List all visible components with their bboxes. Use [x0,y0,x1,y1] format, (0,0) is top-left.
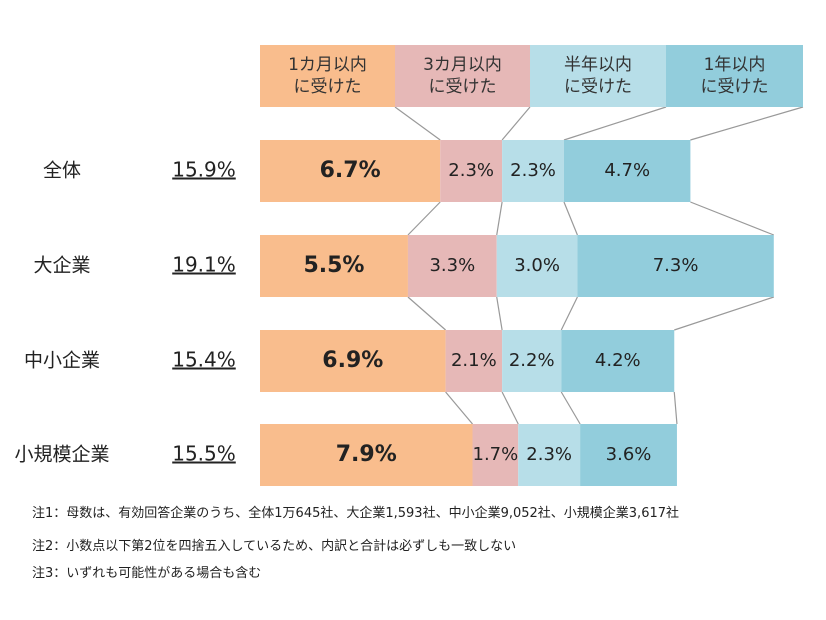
connector [690,201,775,236]
connector [563,106,667,141]
bar-segment [577,235,774,297]
category-label: 小規模企業 [14,444,109,466]
bar-segment [260,330,446,392]
bar-segment [518,424,581,486]
connector [560,391,581,425]
note: 注1：母数は、有効回答企業のうち、全体1万645社、大企業1,593社、中小企業… [32,506,680,521]
note: 注2：小数点以下第2位を四捨五入しているため、内訳と合計は必ずしも一致しない [32,539,517,554]
value-label: 2.3% [448,160,494,181]
connector [407,296,447,331]
bar-segment [563,140,691,202]
connector [501,106,531,141]
connector [394,106,441,141]
bar-segment [260,235,408,297]
total-label: 19.1% [172,253,236,277]
connector [690,106,804,141]
category-label: 大企業 [33,255,90,277]
value-label: 2.1% [451,350,497,371]
bar-segment [496,235,578,297]
bar-segment [561,330,675,392]
value-label: 2.2% [509,350,555,371]
legend-item: 1カ月以内 に受けた [260,45,395,107]
connector [673,391,678,425]
connector [496,201,503,236]
value-label: 3.0% [514,255,560,276]
bar-segment [445,330,503,392]
category-label: 中小企業 [24,350,100,372]
value-label: 5.5% [303,253,364,278]
value-label: 3.6% [606,444,652,465]
bar-segment [580,424,677,486]
value-label: 2.3% [526,444,572,465]
value-label: 7.3% [653,255,699,276]
connector [674,296,774,331]
legend-item: 半年以内 に受けた [530,45,666,107]
value-label: 4.2% [595,350,641,371]
value-label: 6.9% [322,348,383,373]
category-label: 全体 [43,160,81,182]
bar-segment [472,424,519,486]
bar-segment [440,140,503,202]
bar-segment [502,140,564,202]
value-label: 3.3% [429,255,475,276]
total-label: 15.9% [172,158,236,182]
connector [563,201,578,236]
connector [560,296,578,331]
connector [407,201,441,236]
bar-segment [502,330,562,392]
value-label: 2.3% [510,160,556,181]
value-label: 1.7% [473,444,519,465]
legend-item: 1年以内 に受けた [666,45,803,107]
value-label: 7.9% [336,442,397,467]
legend-item: 3カ月以内 に受けた [395,45,530,107]
connector [501,391,519,425]
total-label: 15.4% [172,348,236,372]
bar-segment [260,424,473,486]
connector [496,296,503,331]
connector [445,391,473,425]
total-label: 15.5% [172,442,236,466]
bar-segment [407,235,497,297]
note: 注3：いずれも可能性がある場合も含む [32,566,262,581]
value-label: 4.7% [604,160,650,181]
bar-segment [260,140,441,202]
value-label: 6.7% [320,158,381,183]
